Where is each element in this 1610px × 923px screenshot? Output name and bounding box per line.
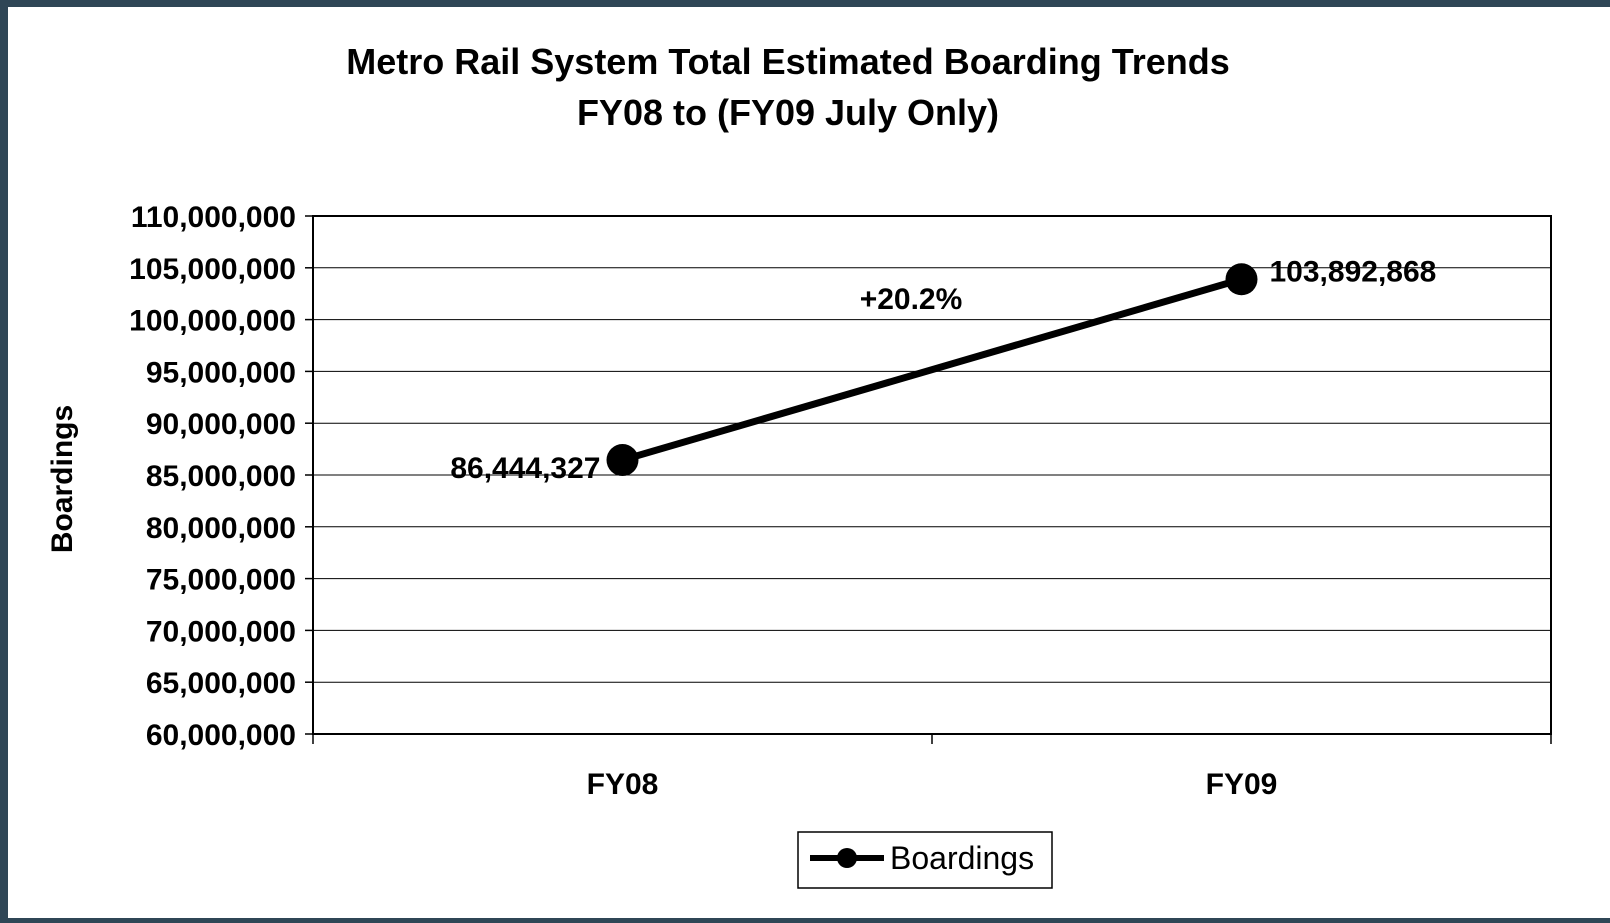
y-axis-ticks: 60,000,000 65,000,000 70,000,000 75,000,000…: [129, 201, 313, 752]
y-tick-label: 95,000,000: [146, 356, 296, 389]
y-tick-label: 80,000,000: [146, 512, 296, 545]
x-tick-label: FY09: [1206, 768, 1278, 801]
y-tick-label: 90,000,000: [146, 408, 296, 441]
line-chart: Metro Rail System Total Estimated Boardi…: [46, 41, 1552, 889]
y-axis-label: Boardings: [46, 405, 79, 553]
series-boardings: 86,444,327 103,892,868: [450, 255, 1436, 485]
x-axis-ticks: FY08 FY09: [312, 734, 1552, 801]
y-tick-label: 60,000,000: [146, 719, 296, 752]
legend: Boardings: [797, 831, 1053, 889]
legend-marker-swatch: [837, 848, 857, 868]
y-tick-label: 110,000,000: [131, 201, 296, 234]
y-tick-label: 75,000,000: [146, 564, 296, 597]
data-point: [606, 444, 639, 477]
y-tick-label: 85,000,000: [146, 460, 296, 493]
chart-frame: Metro Rail System Total Estimated Boardi…: [8, 7, 1610, 918]
y-tick-label: 70,000,000: [146, 615, 296, 648]
chart-title: Metro Rail System Total Estimated Boardi…: [346, 41, 1230, 82]
series-line: [621, 275, 1243, 464]
data-point: [1225, 263, 1258, 296]
data-label: 86,444,327: [450, 452, 600, 485]
legend-label: Boardings: [890, 840, 1034, 876]
y-tick-label: 65,000,000: [146, 667, 296, 700]
chart-subtitle: FY08 to (FY09 July Only): [577, 92, 999, 133]
y-tick-label: 100,000,000: [129, 305, 296, 338]
change-annotation: +20.2%: [860, 283, 963, 316]
x-tick-label: FY08: [587, 768, 659, 801]
y-tick-label: 105,000,000: [129, 253, 296, 286]
data-label: 103,892,868: [1270, 255, 1437, 288]
